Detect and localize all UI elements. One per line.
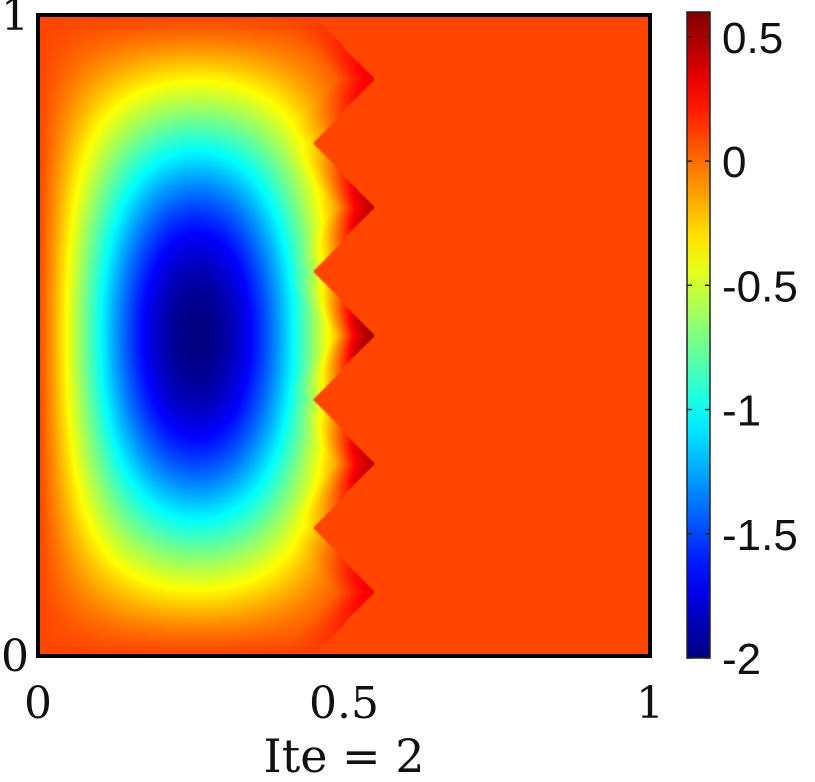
x-tick-label: 0 — [24, 678, 52, 729]
y-axis-ticks: 01 — [1, 0, 29, 682]
colorbar-ticks: 0.5 0 -0.5 -1 -1.5 -2 — [687, 14, 798, 684]
colorbar-tick-label: -1.5 — [722, 511, 798, 560]
heatmap-image — [38, 15, 650, 656]
colorbar-tick-label: -0.5 — [722, 262, 798, 311]
colorbar-tick-label: 0.5 — [722, 14, 783, 63]
plot-frame — [36, 13, 652, 658]
y-tick-label: 1 — [1, 0, 29, 41]
heatmap-field — [38, 15, 650, 656]
colorbar-tick-label: 0 — [722, 138, 746, 187]
colorbar-tick-label: -1 — [722, 387, 761, 436]
colorbar-scale — [686, 11, 711, 659]
y-tick-label: 0 — [1, 631, 29, 682]
x-axis-label: Ite = 2 — [264, 729, 425, 782]
x-tick-label: 1 — [636, 678, 664, 729]
x-axis-ticks: 0 0.5 1 — [24, 678, 664, 729]
x-tick-label: 0.5 — [309, 678, 379, 729]
colorbar: 0.5 0 -0.5 -1 -1.5 -2 — [686, 11, 798, 684]
colorbar-tick-label: -2 — [722, 635, 761, 684]
